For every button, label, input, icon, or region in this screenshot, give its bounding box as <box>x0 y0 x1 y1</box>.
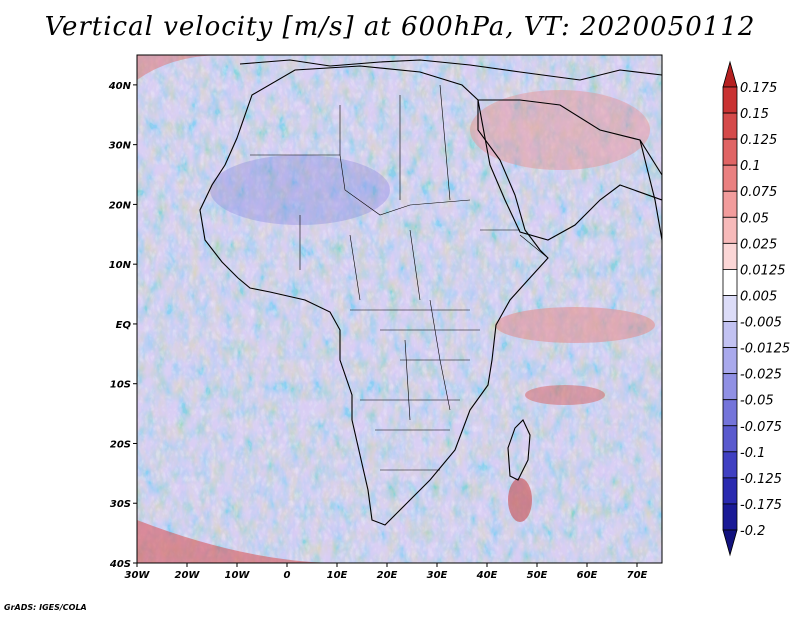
y-tick-label: 40N <box>108 81 132 92</box>
x-axis-ticks: 30W 20W 10W 0 10E 20E 30E 40E 50E 60E 70E <box>125 563 648 581</box>
country-borders <box>250 84 549 471</box>
colorbar-segment <box>722 190 738 218</box>
y-tick-label: 20N <box>109 200 132 211</box>
colorbar-segment <box>722 347 738 375</box>
madagascar-feature <box>508 478 532 522</box>
colorbar-arrow-top <box>722 60 738 88</box>
colorbar-segment <box>722 242 738 270</box>
sahara-feature <box>210 155 390 225</box>
colorbar-segment <box>722 269 738 296</box>
southern-band <box>137 520 330 563</box>
colorbar-label: -0.1 <box>740 446 765 461</box>
map-title: Vertical velocity [m/s] at 600hPa, VT: 2… <box>44 12 756 42</box>
colorbar-label: -0.005 <box>740 316 782 331</box>
indian-ocean-feature-2 <box>525 385 605 405</box>
colorbar-segment <box>722 138 738 166</box>
colorbar-segment <box>722 399 738 427</box>
arabia-coastline <box>477 99 662 241</box>
colorbar-segment <box>722 451 738 479</box>
colorbar-segment <box>722 216 738 244</box>
colorbar-segment <box>722 425 738 453</box>
plot-frame <box>136 54 663 564</box>
footer-credit: GrADS: IGES/COLA <box>4 603 87 612</box>
y-tick-label: 20S <box>110 439 131 450</box>
madagascar-coastline <box>507 419 531 481</box>
india-coastline <box>639 139 662 241</box>
colorbar-label: 0.025 <box>740 237 777 252</box>
colorbar-label: 0.15 <box>740 107 769 122</box>
plot-area <box>137 55 662 563</box>
arabia-feature <box>470 90 650 170</box>
colorbar-segment <box>722 477 738 505</box>
colorbar-arrow-bottom <box>722 529 738 557</box>
y-tick-label: 40S <box>109 559 131 570</box>
colorbar-segment <box>722 112 738 140</box>
y-axis-ticks: 40N 30N 20N 10N EQ 10S 20S 30S 40S <box>108 81 137 570</box>
colorbar-label: 0.05 <box>740 211 769 226</box>
x-tick-label: 40E <box>476 570 498 581</box>
coastlines <box>199 59 662 526</box>
colorbar-label: 0.125 <box>740 133 777 148</box>
colorbar-label: -0.05 <box>740 394 774 409</box>
colorbar-label: 0.1 <box>740 159 761 174</box>
colorbar: 0.175 0.15 0.125 0.1 0.075 0.05 0.025 0.0125 0.0… <box>722 60 790 557</box>
africa-coastline <box>199 65 549 526</box>
x-tick-label: 60E <box>577 570 598 581</box>
x-tick-label: 20E <box>377 570 398 581</box>
y-tick-label: 30N <box>109 141 132 152</box>
y-tick-label: EQ <box>116 320 132 331</box>
colorbar-label: 0.0125 <box>740 263 786 278</box>
x-tick-label: 0 <box>284 570 291 581</box>
y-tick-label: 10S <box>110 380 131 391</box>
x-tick-label: 50E <box>527 570 548 581</box>
colorbar-segment <box>722 373 738 401</box>
x-tick-label: 70E <box>627 570 648 581</box>
colorbar-segment <box>722 295 738 322</box>
x-tick-label: 10E <box>327 570 348 581</box>
x-tick-label: 30W <box>125 570 151 581</box>
colorbar-label: 0.175 <box>740 81 777 96</box>
colorbar-segment <box>722 86 738 114</box>
x-tick-label: 10W <box>225 570 251 581</box>
colorbar-label: -0.025 <box>740 368 782 383</box>
europe-coastline <box>239 59 662 81</box>
colorbar-label: 0.075 <box>740 185 777 200</box>
colorbar-segment <box>722 164 738 192</box>
indian-ocean-feature <box>495 307 655 343</box>
colorbar-label: -0.075 <box>740 420 782 435</box>
colorbar-label: 0.005 <box>740 289 777 304</box>
colorbar-label: -0.175 <box>740 498 782 513</box>
colorbar-label: -0.0125 <box>740 342 790 357</box>
x-tick-label: 30E <box>427 570 448 581</box>
colorbar-label: -0.125 <box>740 472 782 487</box>
x-tick-label: 20W <box>175 570 201 581</box>
colorbar-segment <box>722 503 738 531</box>
colorbar-segment <box>722 321 738 348</box>
y-tick-label: 30S <box>110 499 131 510</box>
colorbar-label: -0.2 <box>740 524 765 539</box>
y-tick-label: 10N <box>109 260 132 271</box>
northwest-band <box>137 55 220 80</box>
